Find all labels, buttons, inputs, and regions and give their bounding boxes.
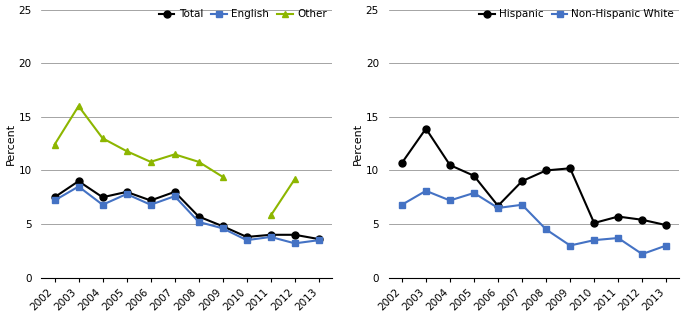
Total	[51, 195, 59, 199]
Total	[314, 237, 323, 241]
Non-Hispanic White	[662, 244, 671, 247]
Total	[266, 233, 275, 237]
Non-Hispanic White	[638, 252, 647, 256]
English	[242, 238, 251, 242]
Hispanic	[590, 221, 598, 225]
Hispanic	[638, 218, 647, 222]
Y-axis label: Percent: Percent	[353, 122, 363, 165]
English	[147, 203, 155, 207]
English	[99, 203, 107, 207]
English	[266, 235, 275, 239]
Non-Hispanic White	[398, 203, 406, 207]
Non-Hispanic White	[446, 198, 454, 202]
English	[75, 185, 83, 189]
Total	[147, 198, 155, 202]
Hispanic	[566, 166, 574, 170]
English	[123, 192, 131, 196]
English	[195, 220, 203, 224]
Legend: Hispanic, Non-Hispanic White: Hispanic, Non-Hispanic White	[475, 5, 678, 24]
Hispanic	[398, 161, 406, 165]
English	[290, 241, 299, 245]
Hispanic	[494, 204, 502, 208]
Non-Hispanic White	[542, 227, 550, 231]
Non-Hispanic White	[590, 238, 598, 242]
Line: Hispanic: Hispanic	[399, 125, 670, 229]
Hispanic	[470, 174, 478, 178]
Total	[242, 235, 251, 239]
Non-Hispanic White	[494, 206, 502, 210]
English	[219, 226, 227, 230]
Total	[171, 190, 179, 194]
Line: Non-Hispanic White: Non-Hispanic White	[399, 187, 670, 258]
Non-Hispanic White	[470, 191, 478, 195]
Non-Hispanic White	[566, 244, 574, 247]
Non-Hispanic White	[614, 236, 622, 240]
Hispanic	[662, 223, 671, 227]
Total	[75, 179, 83, 183]
Total	[123, 190, 131, 194]
Hispanic	[542, 169, 550, 172]
Hispanic	[614, 215, 622, 218]
Line: English: English	[51, 183, 323, 247]
Total	[99, 195, 107, 199]
English	[314, 238, 323, 242]
Total	[219, 224, 227, 228]
Legend: Total, English, Other: Total, English, Other	[155, 5, 331, 24]
Line: Total: Total	[51, 178, 323, 243]
Hispanic	[518, 179, 526, 183]
Total	[195, 215, 203, 218]
Hispanic	[446, 163, 454, 167]
Y-axis label: Percent: Percent	[5, 122, 16, 165]
Non-Hispanic White	[518, 203, 526, 207]
English	[51, 198, 59, 202]
English	[171, 194, 179, 198]
Non-Hispanic White	[422, 189, 430, 193]
Total	[290, 233, 299, 237]
Hispanic	[422, 127, 430, 130]
